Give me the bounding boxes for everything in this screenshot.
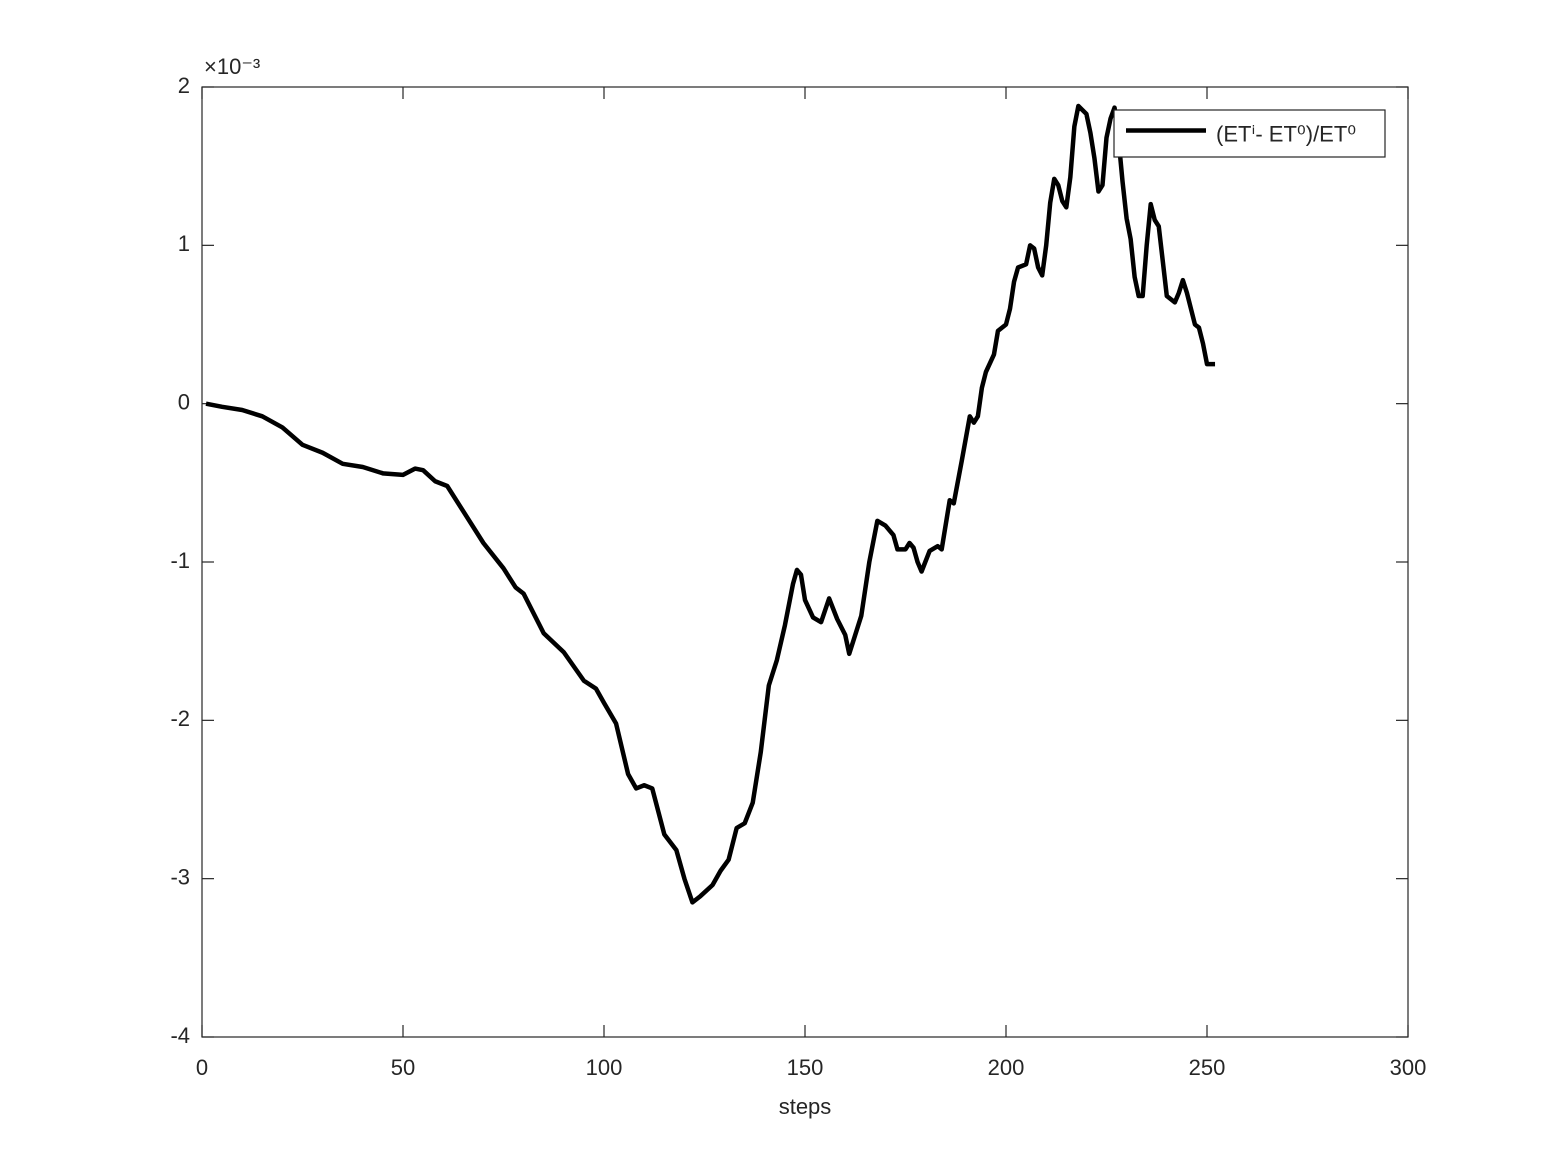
x-tick-label: 50 bbox=[391, 1055, 415, 1080]
x-tick-label: 0 bbox=[196, 1055, 208, 1080]
legend-box bbox=[1113, 109, 1386, 158]
y-tick-label: 1 bbox=[178, 231, 190, 256]
y-tick-label: -1 bbox=[170, 548, 190, 573]
y-tick-label: 0 bbox=[178, 389, 190, 414]
x-tick-label: 250 bbox=[1189, 1055, 1226, 1080]
y-tick-label: -2 bbox=[170, 706, 190, 731]
x-tick-label: 300 bbox=[1390, 1055, 1427, 1080]
x-tick-label: 100 bbox=[586, 1055, 623, 1080]
y-exponent: ×10⁻³ bbox=[204, 54, 260, 79]
legend-label: (ETⁱ- ET⁰)/ET⁰ bbox=[1216, 121, 1356, 146]
x-tick-label: 150 bbox=[787, 1055, 824, 1080]
y-tick-label: -4 bbox=[170, 1023, 190, 1048]
y-tick-label: -3 bbox=[170, 864, 190, 889]
x-axis-label: steps bbox=[779, 1094, 832, 1119]
y-tick-label: 2 bbox=[178, 73, 190, 98]
x-tick-label: 200 bbox=[988, 1055, 1025, 1080]
